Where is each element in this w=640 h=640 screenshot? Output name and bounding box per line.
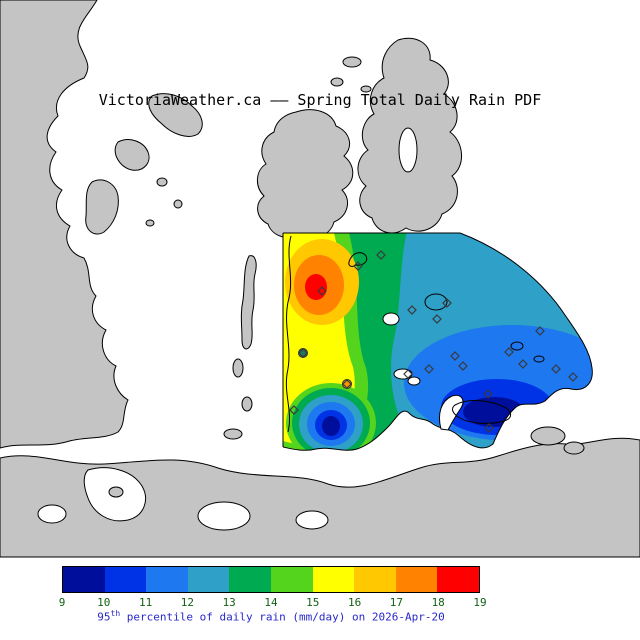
colorbar-segment — [104, 567, 147, 592]
colorbar-tick-label: 13 — [222, 596, 236, 609]
station-diamond-marker — [403, 369, 413, 379]
island-outline — [424, 293, 448, 311]
islet — [241, 396, 253, 412]
harbour-islet — [407, 376, 421, 386]
colorbar-segment — [229, 567, 271, 592]
colorbar-tick-label: 14 — [264, 596, 278, 609]
station-diamond-marker — [289, 405, 299, 415]
station-diamond-marker — [458, 361, 468, 371]
islet — [342, 56, 362, 68]
station-diamond-marker — [407, 305, 417, 315]
station-markers-group — [289, 250, 578, 433]
station-circle-marker — [298, 348, 308, 358]
colorbar-tick-label: 19 — [473, 596, 487, 609]
station-diamond-marker — [442, 298, 452, 308]
station-diamond-marker — [504, 347, 514, 357]
coastline-overlays — [282, 232, 593, 451]
islet — [330, 77, 344, 87]
station-diamond-marker — [424, 364, 434, 374]
island-c — [85, 179, 119, 235]
islet — [145, 219, 155, 227]
station-diamond-marker — [432, 314, 442, 324]
colorbar-tick-label: 15 — [306, 596, 320, 609]
vancouver-island-landmass — [0, 0, 129, 449]
station-diamond-marker — [317, 286, 327, 296]
station-diamond-marker — [535, 326, 545, 336]
bottom-bay — [37, 504, 67, 524]
colorbar-tick-label: 12 — [180, 596, 195, 609]
colorbar-caption: 95th percentile of daily rain (mm/day) o… — [62, 609, 480, 624]
station-diamond-marker — [484, 423, 494, 433]
islet — [563, 441, 585, 455]
islet — [173, 199, 183, 209]
island-outline — [510, 341, 524, 351]
station-diamond-marker — [450, 351, 460, 361]
station-diamond-marker — [298, 348, 308, 358]
bottom-bay — [197, 501, 251, 531]
islet — [223, 428, 243, 440]
station-diamond-marker — [483, 389, 493, 399]
island-b — [114, 139, 150, 171]
bottom-bay — [295, 510, 329, 530]
colorbar — [62, 566, 480, 593]
inlet-notch — [398, 127, 418, 173]
colorbar-tick-label: 17 — [389, 596, 404, 609]
islet — [232, 358, 244, 378]
colorbar-tick-label: 9 — [58, 596, 66, 609]
colorbar-segment — [270, 567, 313, 592]
station-diamond-marker — [518, 359, 528, 369]
colorbar-segment — [395, 567, 438, 592]
colorbar-segment — [312, 567, 355, 592]
colorbar-ticks: 9 10 11 12 13 14 15 16 17 18 19 — [58, 596, 487, 609]
station-diamond-marker — [376, 250, 386, 260]
island-outline — [452, 400, 511, 424]
station-diamond-marker — [551, 364, 561, 374]
bay-islet — [108, 486, 124, 498]
islet — [360, 85, 372, 93]
islet — [530, 426, 566, 446]
colorbar-segment — [437, 567, 479, 592]
island-outline — [533, 355, 545, 363]
caption-text: percentile of daily rain (mm/day) on 202… — [120, 610, 445, 624]
page-title: VictoriaWeather.ca –– Spring Total Daily… — [98, 91, 542, 109]
station-diamond-marker — [342, 379, 352, 389]
white-islet — [382, 312, 400, 326]
land-group — [0, 0, 640, 558]
islet — [156, 177, 168, 187]
island-a — [148, 93, 203, 137]
colorbar-segment — [63, 567, 105, 592]
caption-percentile: 95 — [97, 610, 111, 624]
inlet-west-sliver — [240, 255, 257, 350]
colorbar-tick-label: 11 — [138, 596, 153, 609]
colorbar-segment — [354, 567, 396, 592]
colorbar-tick-label: 10 — [97, 596, 111, 609]
colorbar-tick-label: 18 — [431, 596, 445, 609]
station-circle-marker — [342, 379, 352, 389]
colorbar-segment — [146, 567, 188, 592]
colorbar-segment — [187, 567, 230, 592]
station-diamond-marker — [353, 261, 363, 271]
caption-percentile-sup: th — [110, 609, 121, 618]
station-diamond-marker — [568, 372, 578, 382]
colorbar-tick-label: 16 — [347, 596, 362, 609]
